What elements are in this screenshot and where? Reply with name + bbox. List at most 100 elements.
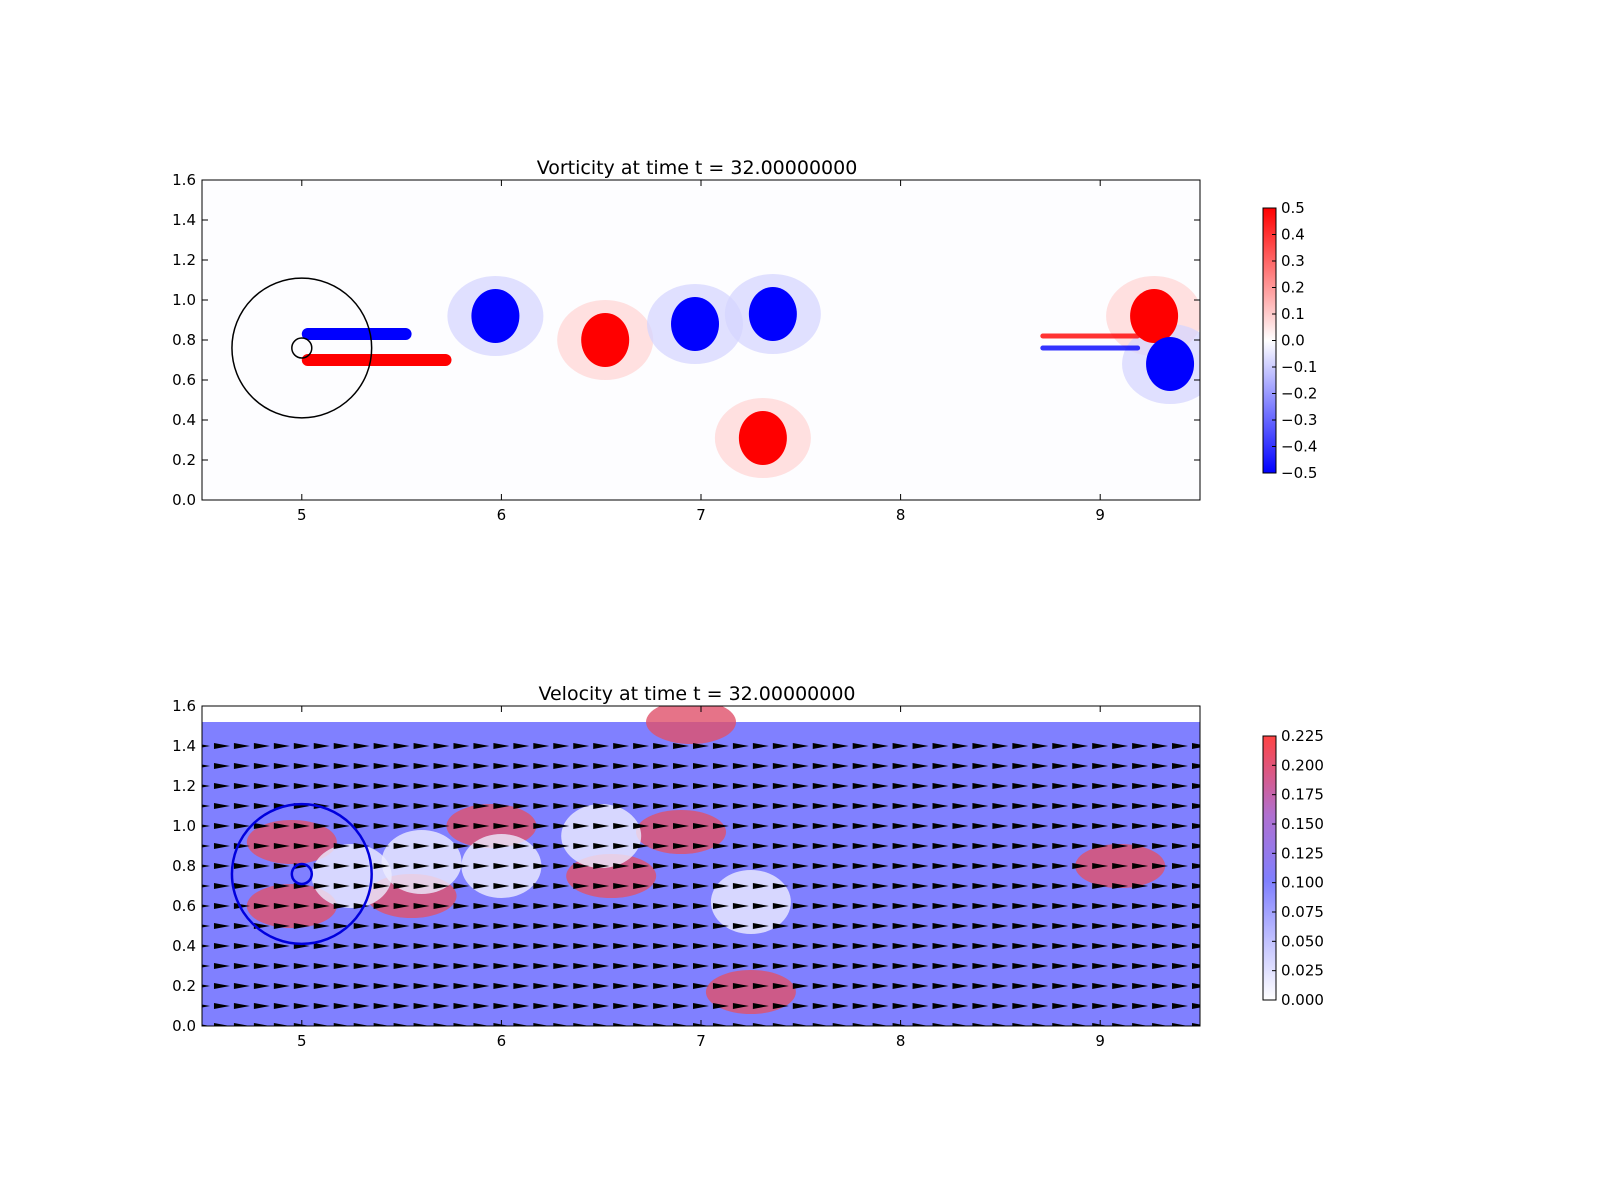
- y-tick-label: 1.0: [172, 291, 196, 309]
- quiver-arrow: [872, 1023, 889, 1026]
- quiver-arrow: [513, 903, 530, 909]
- quiver-arrow: [553, 743, 570, 749]
- quiver-arrow: [293, 843, 310, 849]
- quiver-arrow: [513, 803, 530, 809]
- quiver-arrow: [772, 1003, 789, 1009]
- quiver-arrow: [1132, 803, 1149, 809]
- quiver-arrow: [313, 823, 330, 829]
- quiver-arrow: [852, 823, 869, 829]
- quiver-arrow: [553, 943, 570, 949]
- wake-streak: [1040, 345, 1141, 351]
- quiver-arrow: [673, 963, 690, 969]
- vorticity-colorbar: 0.5 0.4 0.3 0.2 0.1 0.0 −0.1 −0.2 −0.3 −0.4 −0.5: [1262, 199, 1317, 482]
- quiver-arrow: [693, 743, 709, 749]
- quiver-arrow: [573, 843, 590, 849]
- quiver-arrow: [393, 983, 410, 989]
- colorbar-tick-label: 0.200: [1281, 756, 1324, 774]
- quiver-arrow: [832, 943, 849, 949]
- quiver-arrow: [253, 803, 270, 809]
- quiver-arrow: [473, 1023, 490, 1026]
- fast-region: [246, 884, 337, 928]
- quiver-arrow: [812, 923, 829, 929]
- quiver-arrow: [1192, 763, 1200, 769]
- y-tick-label: 0.0: [172, 1017, 196, 1035]
- quiver-arrow: [1052, 943, 1069, 949]
- slow-region: [311, 844, 392, 908]
- quiver-arrow: [912, 783, 929, 789]
- quiver-arrow: [453, 783, 470, 789]
- quiver-arrow: [333, 963, 350, 969]
- quiver-arrow: [1192, 1003, 1200, 1009]
- quiver-arrow: [573, 943, 590, 949]
- quiver-arrow: [553, 923, 570, 929]
- quiver-arrow: [832, 923, 849, 929]
- quiver-arrow: [892, 743, 909, 749]
- quiver-arrow: [1152, 943, 1169, 949]
- velocity-quiver: [202, 743, 1200, 1026]
- negative-vortex: [471, 289, 520, 343]
- quiver-arrow: [593, 903, 610, 909]
- quiver-arrow: [693, 963, 709, 969]
- quiver-arrow: [932, 743, 949, 749]
- quiver-arrow: [752, 923, 769, 929]
- quiver-arrow: [613, 883, 630, 889]
- quiver-arrow: [1152, 843, 1169, 849]
- quiver-arrow: [573, 963, 590, 969]
- quiver-arrow: [732, 823, 749, 829]
- quiver-arrow: [992, 983, 1009, 989]
- quiver-arrow: [1112, 783, 1129, 789]
- x-tick-label: 8: [896, 506, 906, 524]
- colorbar-tick-label: 0.4: [1281, 226, 1305, 244]
- y-tick-label: 0.8: [172, 331, 196, 349]
- quiver-arrow: [752, 863, 769, 869]
- quiver-arrow: [593, 823, 610, 829]
- quiver-arrow: [1172, 1003, 1189, 1009]
- quiver-arrow: [912, 963, 929, 969]
- quiver-arrow: [473, 803, 490, 809]
- quiver-arrow: [1152, 763, 1169, 769]
- quiver-arrow: [892, 1003, 909, 1009]
- quiver-arrow: [1072, 923, 1089, 929]
- quiver-arrow: [1132, 783, 1149, 789]
- quiver-arrow: [213, 823, 230, 829]
- quiver-arrow: [1092, 983, 1109, 989]
- quiver-arrow: [273, 983, 290, 989]
- quiver-arrow: [832, 843, 849, 849]
- quiver-arrow: [593, 1003, 610, 1009]
- quiver-arrow: [1192, 1023, 1200, 1026]
- quiver-arrow: [553, 763, 570, 769]
- quiver-arrow: [233, 983, 250, 989]
- slow-region: [710, 870, 791, 934]
- fast-region: [636, 810, 727, 854]
- quiver-arrow: [353, 943, 370, 949]
- quiver-arrow: [1132, 843, 1149, 849]
- quiver-arrow: [653, 943, 670, 949]
- quiver-arrow: [1052, 803, 1069, 809]
- quiver-arrow: [1072, 783, 1089, 789]
- quiver-arrow: [912, 863, 929, 869]
- quiver-arrow: [712, 843, 729, 849]
- quiver-arrow: [1172, 743, 1189, 749]
- quiver-arrow: [513, 1023, 530, 1026]
- quiver-arrow: [233, 803, 250, 809]
- quiver-arrow: [1092, 743, 1109, 749]
- quiver-arrow: [1132, 763, 1149, 769]
- quiver-arrow: [1132, 963, 1149, 969]
- vorticity-title: Vorticity at time t = 32.00000000: [537, 157, 858, 179]
- quiver-arrow: [912, 923, 929, 929]
- quiver-arrow: [433, 863, 450, 869]
- quiver-arrow: [792, 943, 809, 949]
- quiver-arrow: [273, 823, 290, 829]
- quiver-arrow: [453, 983, 470, 989]
- quiver-arrow: [413, 803, 430, 809]
- quiver-arrow: [473, 743, 490, 749]
- quiver-arrow: [293, 883, 310, 889]
- quiver-arrow: [772, 983, 789, 989]
- quiver-arrow: [313, 863, 330, 869]
- quiver-arrow: [613, 843, 630, 849]
- quiver-arrow: [992, 963, 1009, 969]
- quiver-arrow: [333, 743, 350, 749]
- quiver-arrow: [633, 743, 650, 749]
- quiver-arrow: [373, 843, 390, 849]
